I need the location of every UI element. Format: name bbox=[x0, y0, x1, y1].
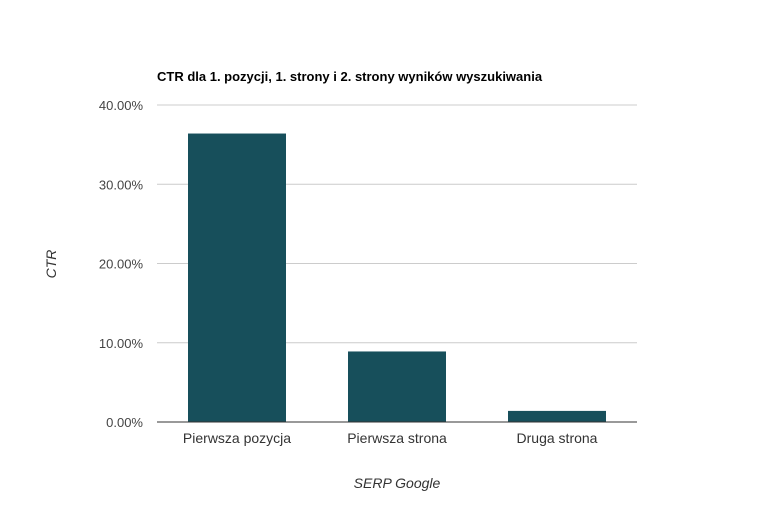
x-tick-label: Pierwsza strona bbox=[347, 430, 447, 446]
bar-pierwsza-pozycja bbox=[188, 133, 286, 422]
x-tick-label: Pierwsza pozycja bbox=[183, 430, 291, 446]
y-tick-label: 40.00% bbox=[99, 98, 144, 113]
bar-druga-strona bbox=[508, 410, 606, 422]
y-tick-label: 20.00% bbox=[99, 257, 144, 272]
y-tick-label: 30.00% bbox=[99, 177, 144, 192]
y-axis-label: CTR bbox=[43, 250, 59, 279]
y-tick-label: 0.00% bbox=[106, 415, 143, 430]
y-tick-label: 10.00% bbox=[99, 336, 144, 351]
bar-pierwsza-strona bbox=[348, 351, 446, 422]
bars bbox=[188, 133, 606, 422]
x-tick-label: Druga strona bbox=[517, 430, 598, 446]
x-axis-ticks: Pierwsza pozycja Pierwsza strona Druga str… bbox=[183, 430, 598, 446]
x-axis-label: SERP Google bbox=[354, 475, 441, 491]
y-axis-ticks: 0.00% 10.00% 20.00% 30.00% 40.00% bbox=[99, 98, 144, 430]
chart-title: CTR dla 1. pozycji, 1. strony i 2. stron… bbox=[157, 69, 543, 84]
